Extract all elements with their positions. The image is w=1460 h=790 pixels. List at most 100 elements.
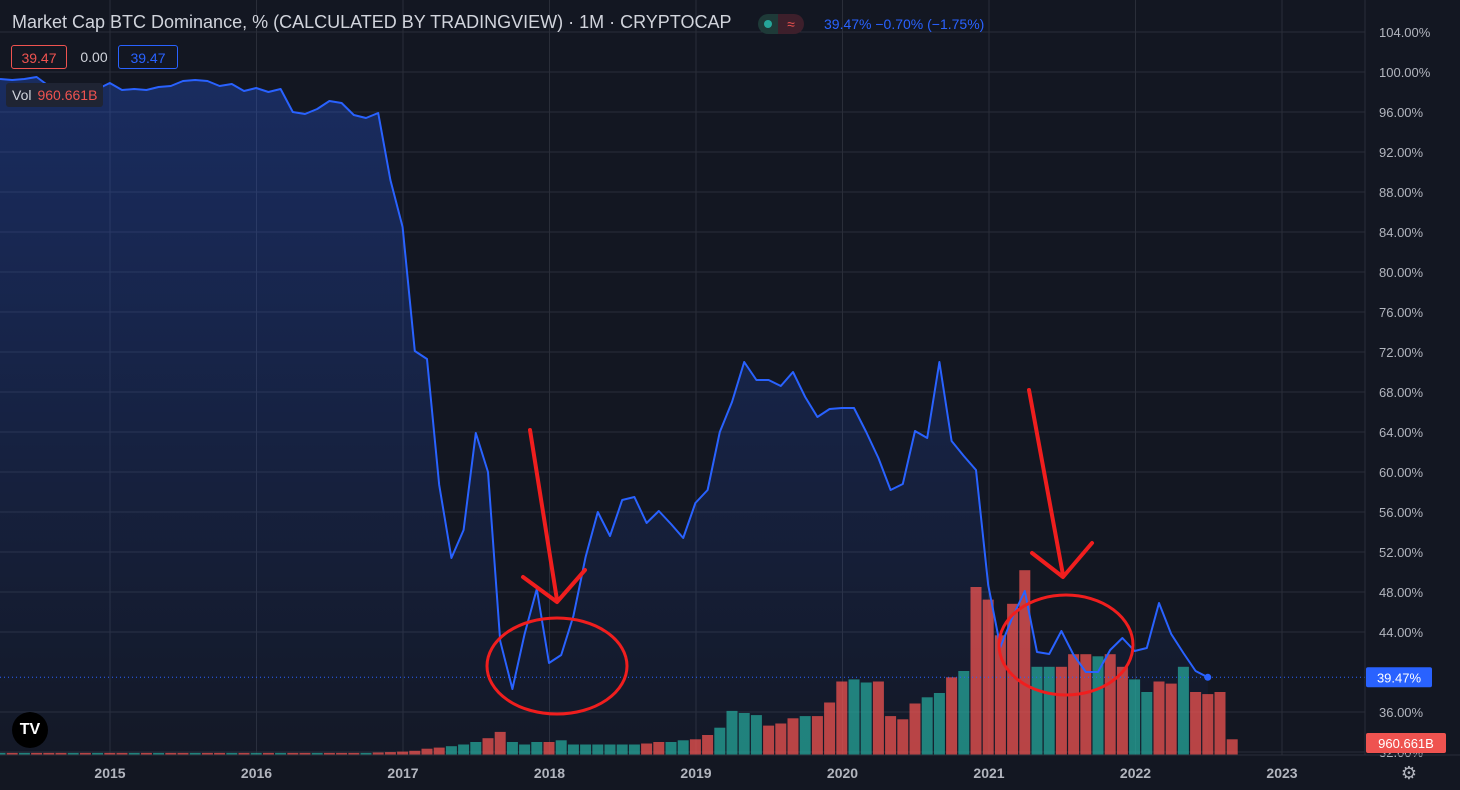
volume-bar — [1068, 654, 1080, 755]
volume-bar — [1116, 666, 1128, 755]
x-tick-label: 2017 — [387, 765, 418, 781]
volume-bar — [1055, 666, 1067, 755]
sell-price-chip[interactable]: 39.47 — [11, 45, 67, 69]
last-price-label: 39.47% — [1377, 670, 1422, 685]
volume-bar — [18, 752, 30, 755]
volume-bar — [592, 744, 604, 755]
market-status-icon[interactable] — [758, 14, 778, 34]
volume-bar — [726, 710, 738, 755]
area-path — [0, 77, 1208, 755]
annotation-circle-1 — [485, 616, 629, 716]
y-tick-label: 80.00% — [1379, 265, 1424, 280]
volume-bar — [946, 677, 958, 755]
volume-bar — [702, 735, 714, 755]
volume-bar — [397, 751, 409, 755]
volume-bar — [933, 693, 945, 755]
volume-bar — [1177, 666, 1189, 755]
volume-bar — [214, 752, 226, 755]
annotation-arrowhead-2 — [1030, 541, 1094, 579]
volume-bar — [336, 752, 348, 755]
volume-bar — [738, 713, 750, 755]
volume-bar — [824, 702, 836, 755]
y-tick-label: 56.00% — [1379, 505, 1424, 520]
volume-bars — [0, 570, 1238, 756]
volume-bar — [506, 742, 518, 755]
annotation-arrow-2 — [1027, 388, 1065, 577]
annotation-arrowhead-1 — [521, 568, 587, 604]
annotations — [485, 388, 1135, 716]
btc-dominance-line — [0, 76, 1209, 690]
volume-bar — [226, 752, 238, 755]
volume-bar — [43, 752, 55, 755]
volume-bar — [348, 752, 360, 755]
volume-bar — [250, 752, 262, 755]
area-fill — [0, 77, 1208, 755]
volume-bar — [153, 752, 165, 755]
y-tick-label: 92.00% — [1379, 145, 1424, 160]
y-tick-label: 72.00% — [1379, 345, 1424, 360]
y-tick-label: 48.00% — [1379, 585, 1424, 600]
volume-bar — [872, 681, 884, 755]
volume-bar — [1092, 656, 1104, 755]
volume-bar — [1202, 694, 1214, 755]
volume-bar — [372, 752, 384, 755]
volume-bar — [275, 752, 287, 755]
last-point-marker — [1204, 673, 1212, 681]
volume-bar — [909, 703, 921, 755]
volume-bar — [970, 587, 982, 755]
volume-bar — [921, 697, 933, 756]
annotation-circle-2 — [997, 593, 1135, 697]
volume-bar — [811, 716, 823, 755]
volume-bar — [616, 744, 628, 755]
last-volume-badge — [1366, 733, 1446, 753]
volume-bar — [1080, 654, 1092, 755]
volume-bar — [433, 747, 445, 755]
y-axis-panel — [1365, 0, 1460, 790]
volume-bar — [1153, 681, 1165, 755]
volume-bar — [519, 744, 531, 755]
volume-bar — [1043, 666, 1055, 755]
chart-title[interactable]: Market Cap BTC Dominance, % (CALCULATED … — [12, 12, 732, 32]
y-tick-label: 104.00% — [1379, 25, 1431, 40]
volume-bar — [140, 752, 152, 755]
volume-bar — [836, 681, 848, 755]
volume-legend[interactable]: Vol 960.661B — [6, 83, 104, 107]
volume-bar — [897, 719, 909, 755]
gear-icon[interactable]: ⚙ — [1400, 763, 1418, 783]
buy-price-chip[interactable]: 39.47 — [118, 45, 178, 69]
last-volume-label: 960.661B — [1378, 736, 1434, 751]
y-tick-label: 100.00% — [1379, 65, 1431, 80]
volume-bar — [287, 752, 299, 755]
volume-bar — [1104, 654, 1116, 755]
volume-bar — [445, 746, 457, 755]
x-tick-label: 2020 — [827, 765, 858, 781]
volume-bar — [604, 744, 616, 755]
x-tick-label: 2019 — [680, 765, 711, 781]
y-tick-label: 44.00% — [1379, 625, 1424, 640]
volume-bar — [79, 752, 91, 755]
y-tick-label: 64.00% — [1379, 425, 1424, 440]
volume-bar — [1129, 679, 1141, 755]
volume-bar — [958, 671, 970, 755]
volume-bar — [189, 752, 201, 755]
volume-label: Vol — [12, 87, 32, 103]
volume-bar — [92, 752, 104, 755]
volume-bar — [360, 752, 372, 755]
volume-value: 960.661B — [37, 87, 98, 103]
y-tick-label: 52.00% — [1379, 545, 1424, 560]
volume-bar — [531, 742, 543, 755]
volume-bar — [1019, 570, 1031, 755]
y-tick-label: 60.00% — [1379, 465, 1424, 480]
volume-bar — [409, 750, 421, 755]
volume-bar — [0, 752, 6, 755]
volume-bar — [458, 744, 470, 755]
volume-bar — [628, 744, 640, 755]
volume-bar — [1165, 683, 1177, 755]
volume-bar — [665, 742, 677, 755]
tradingview-logo[interactable]: TV — [12, 712, 48, 748]
y-tick-label: 96.00% — [1379, 105, 1424, 120]
wave-icon[interactable]: ≈ — [778, 14, 804, 34]
volume-bar — [689, 739, 701, 756]
line-series — [0, 76, 1365, 690]
